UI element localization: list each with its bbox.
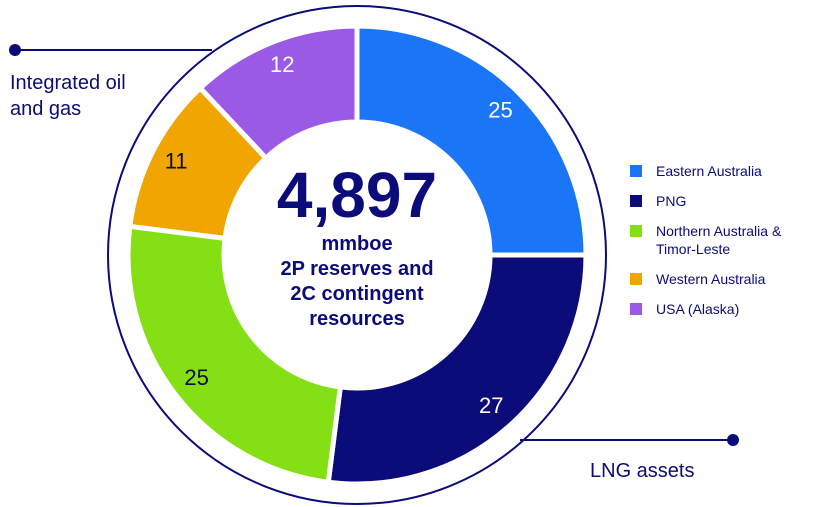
center-subtitle: mmboe xyxy=(321,233,393,255)
legend-item: Western Australia xyxy=(630,270,806,288)
legend-label: USA (Alaska) xyxy=(656,301,740,317)
legend-swatch xyxy=(630,273,642,285)
center-label: 4,897 mmboe 2P reserves and 2C contingent r… xyxy=(207,158,507,332)
annotation: Integrated oil and gas xyxy=(10,72,126,120)
legend-label: PNG xyxy=(656,193,687,209)
legend-label: Northern Australia & Timor-Leste xyxy=(656,223,782,257)
annotation-dot xyxy=(9,44,21,56)
donut-slice xyxy=(125,223,344,485)
outer-ring xyxy=(107,5,607,505)
data-label: 25 xyxy=(488,97,512,122)
legend-item: PNG xyxy=(630,192,806,210)
donut-slice xyxy=(325,252,589,487)
legend-swatch xyxy=(630,195,642,207)
legend-swatch xyxy=(630,225,642,237)
center-total: 4,897 xyxy=(276,159,438,231)
legend-swatch xyxy=(630,303,642,315)
data-label: 12 xyxy=(270,52,294,77)
data-label: 25 xyxy=(184,365,208,390)
data-label: 27 xyxy=(479,393,503,418)
legend-swatch xyxy=(630,165,642,177)
legend-item: Northern Australia & Timor-Leste xyxy=(630,222,806,258)
center-subtitle: resources xyxy=(309,308,405,330)
donut-slice xyxy=(196,23,360,162)
annotation: LNG assets xyxy=(590,460,695,482)
center-subtitle: 2C contingent xyxy=(290,283,424,305)
annotation-dot xyxy=(727,434,739,446)
legend-item: USA (Alaska) xyxy=(630,300,806,318)
center-subtitle: 2P reserves and xyxy=(280,258,434,280)
legend-label: Western Australia xyxy=(656,271,766,287)
legend-label: Eastern Australia xyxy=(656,163,762,179)
donut-slice xyxy=(354,23,589,258)
data-label: 11 xyxy=(165,149,188,174)
legend-item: Eastern Australia xyxy=(630,162,806,180)
legend: Eastern Australia PNG Northern Australia &… xyxy=(630,162,820,330)
